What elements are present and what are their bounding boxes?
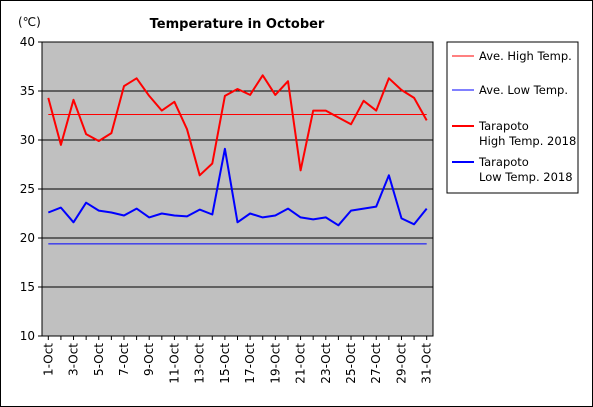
legend-box	[446, 41, 579, 194]
legend-label: Tarapoto High Temp. 2018	[478, 119, 576, 148]
x-tick-label: 5-Oct	[92, 343, 106, 376]
y-tick-label: 30	[20, 133, 35, 147]
y-tick-label: 40	[20, 35, 35, 49]
x-tick-label: 7-Oct	[117, 343, 131, 376]
x-tick-label: 15-Oct	[218, 343, 232, 384]
x-tick-label: 9-Oct	[142, 343, 156, 376]
y-tick-label: 15	[20, 280, 35, 294]
y-tick-label: 20	[20, 231, 35, 245]
x-tick-label: 25-Oct	[344, 343, 358, 384]
x-tick-label: 17-Oct	[243, 343, 257, 384]
legend-label: Ave. Low Temp.	[479, 83, 568, 97]
x-tick-label: 11-Oct	[167, 343, 181, 384]
x-tick-label: 27-Oct	[369, 343, 383, 384]
x-tick-label: 1-Oct	[41, 343, 55, 376]
y-tick-label: 35	[20, 84, 35, 98]
chart-title: Temperature in October	[150, 17, 325, 32]
x-tick-label: 13-Oct	[193, 343, 207, 384]
x-tick-label: 23-Oct	[319, 343, 333, 384]
x-tick-label: 29-Oct	[394, 343, 408, 384]
y-tick-label: 25	[20, 182, 35, 196]
series-line-4	[47, 147, 428, 227]
series-line-3	[47, 74, 428, 177]
unit-label: (℃)	[18, 15, 41, 29]
x-tick-label: 19-Oct	[268, 343, 282, 384]
plot-area: 10 15 20 25 30 35 40 1-Oct 3-Oct 5-Oct 7-Oct 9-Oct 1…	[20, 35, 434, 384]
x-tick-label: 3-Oct	[67, 343, 81, 376]
x-tick-label: 21-Oct	[294, 343, 308, 384]
y-tick-label: 10	[20, 329, 35, 343]
legend-label: Ave. High Temp.	[479, 49, 572, 63]
legend-label: Tarapoto Low Temp. 2018	[478, 155, 573, 184]
legend: Ave. High Temp. Ave. Low Temp. Tarapoto Hig…	[446, 41, 579, 194]
x-tick-label: 31-Oct	[420, 343, 434, 384]
